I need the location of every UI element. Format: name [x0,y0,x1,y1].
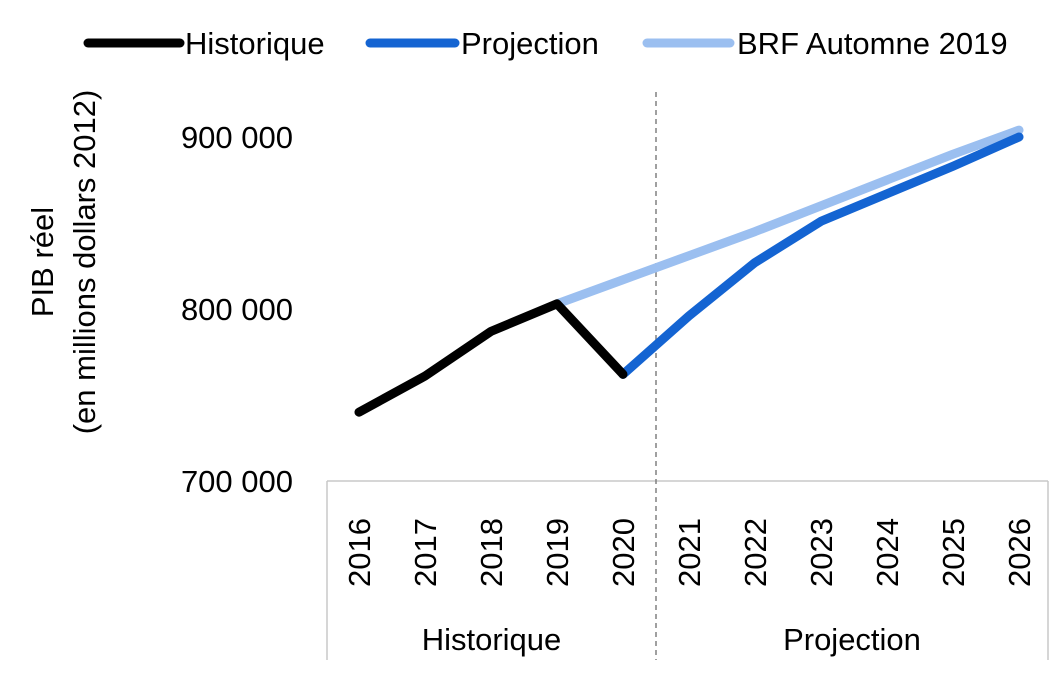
legend-label-1: Projection [461,26,599,61]
x-tick-label: 2016 [342,518,377,587]
x-tick-label: 2020 [606,518,641,587]
x-axis-ticks: 2016 2017 2018 2019 2020 2021 2022 2023 2024 2025… [342,518,1037,587]
x-tick-label: 2026 [1002,518,1037,587]
legend: Historique Projection BRF Automne 2019 [83,26,1008,61]
legend-label-2: BRF Automne 2019 [737,26,1008,61]
series-lines [354,125,1024,417]
x-tick-label: 2022 [738,518,773,587]
x-tick-label: 2018 [474,518,509,587]
x-axis-groups: Historique Projection [422,622,921,657]
x-tick-label: 2017 [408,518,443,587]
series-line-2 [552,125,1024,309]
x-tick-label: 2024 [870,518,905,587]
y-axis-label-line-1: (en millions dollars 2012) [67,90,102,435]
y-tick-label: 900 000 [181,120,293,155]
x-axis-frame [326,92,1049,660]
x-tick-label: 2025 [936,518,971,587]
x-tick-label: 2019 [540,518,575,587]
x-tick-label: 2023 [804,518,839,587]
series-line-1 [618,132,1024,379]
y-axis-ticks: 700 000 800 000 900 000 [181,120,293,499]
y-tick-label: 700 000 [181,464,293,499]
legend-label-0: Historique [185,26,325,61]
x-group-label-0: Historique [422,622,562,657]
x-tick-label: 2021 [672,518,707,587]
x-group-label-1: Projection [783,622,921,657]
y-axis-label: PIB réel (en millions dollars 2012) [25,90,102,435]
y-axis-label-line-0: PIB réel [25,207,60,317]
series-line-0 [354,299,628,417]
y-tick-label: 800 000 [181,292,293,327]
